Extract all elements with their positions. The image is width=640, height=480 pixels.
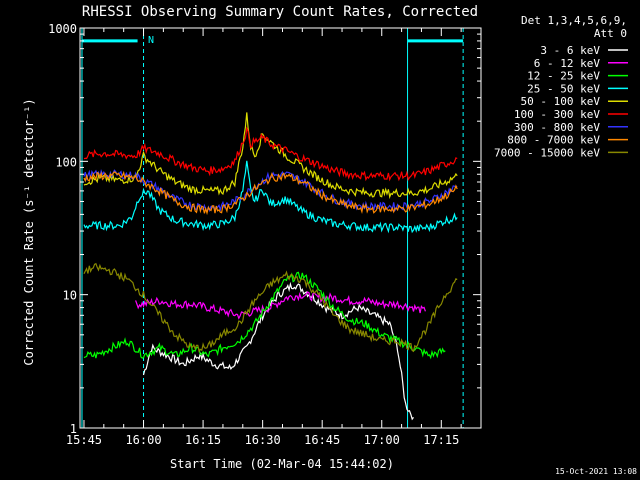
saa-lines bbox=[81, 28, 464, 428]
x-tick-label-0: 15:45 bbox=[66, 433, 102, 447]
series-lines bbox=[83, 112, 458, 421]
legend-label-7: 800 - 7000 keV bbox=[507, 134, 600, 147]
x-tick-label-3: 16:30 bbox=[245, 433, 281, 447]
x-tick-label-6: 17:15 bbox=[423, 433, 459, 447]
x-tick-label-1: 16:00 bbox=[125, 433, 161, 447]
legend-header-line-2: Att 0 bbox=[594, 27, 627, 40]
legend-label-8: 7000 - 15000 keV bbox=[494, 146, 600, 159]
series-line-7 bbox=[83, 170, 458, 216]
x-tick-label-2: 16:15 bbox=[185, 433, 221, 447]
legend-label-1: 6 - 12 keV bbox=[534, 57, 601, 70]
y-axis-ticks: 1 10 100 1000 bbox=[48, 22, 481, 436]
x-tick-label-4: 16:45 bbox=[304, 433, 340, 447]
legend-header-line-1: Det 1,3,4,5,6,9, bbox=[521, 14, 627, 27]
y-tick-label-3: 1000 bbox=[48, 22, 77, 36]
x-axis-label: Start Time (02-Mar-04 15:44:02) bbox=[170, 457, 394, 471]
legend-label-0: 3 - 6 keV bbox=[540, 44, 600, 57]
y-tick-label-2: 100 bbox=[55, 155, 77, 169]
series-line-4 bbox=[83, 112, 458, 200]
series-line-1 bbox=[135, 291, 426, 320]
x-tick-label-5: 17:00 bbox=[364, 433, 400, 447]
series-line-8 bbox=[83, 262, 458, 353]
y-tick-label-0: 1 bbox=[70, 422, 77, 436]
night-marker: N bbox=[148, 35, 154, 46]
series-line-5 bbox=[83, 126, 458, 182]
plot-frame bbox=[79, 27, 482, 429]
legend-label-2: 12 - 25 keV bbox=[527, 70, 600, 83]
x-axis-ticks: 15:45 16:00 16:15 16:30 16:45 17:00 17:15 bbox=[66, 28, 462, 447]
y-axis-label: Corrected Count Rate (s⁻¹ detector⁻¹) bbox=[22, 98, 36, 365]
y-tick-label-1: 10 bbox=[63, 289, 77, 303]
series-line-3 bbox=[83, 160, 458, 234]
series-line-2 bbox=[83, 271, 446, 360]
date-stamp: 15-Oct-2021 13:08 bbox=[555, 467, 637, 476]
legend-label-5: 100 - 300 keV bbox=[514, 108, 600, 121]
legend-label-6: 300 - 800 keV bbox=[514, 121, 600, 134]
legend-label-4: 50 - 100 keV bbox=[521, 95, 601, 108]
chart-title: RHESSI Observing Summary Count Rates, Co… bbox=[82, 4, 478, 20]
legend-label-3: 25 - 50 keV bbox=[527, 82, 600, 95]
